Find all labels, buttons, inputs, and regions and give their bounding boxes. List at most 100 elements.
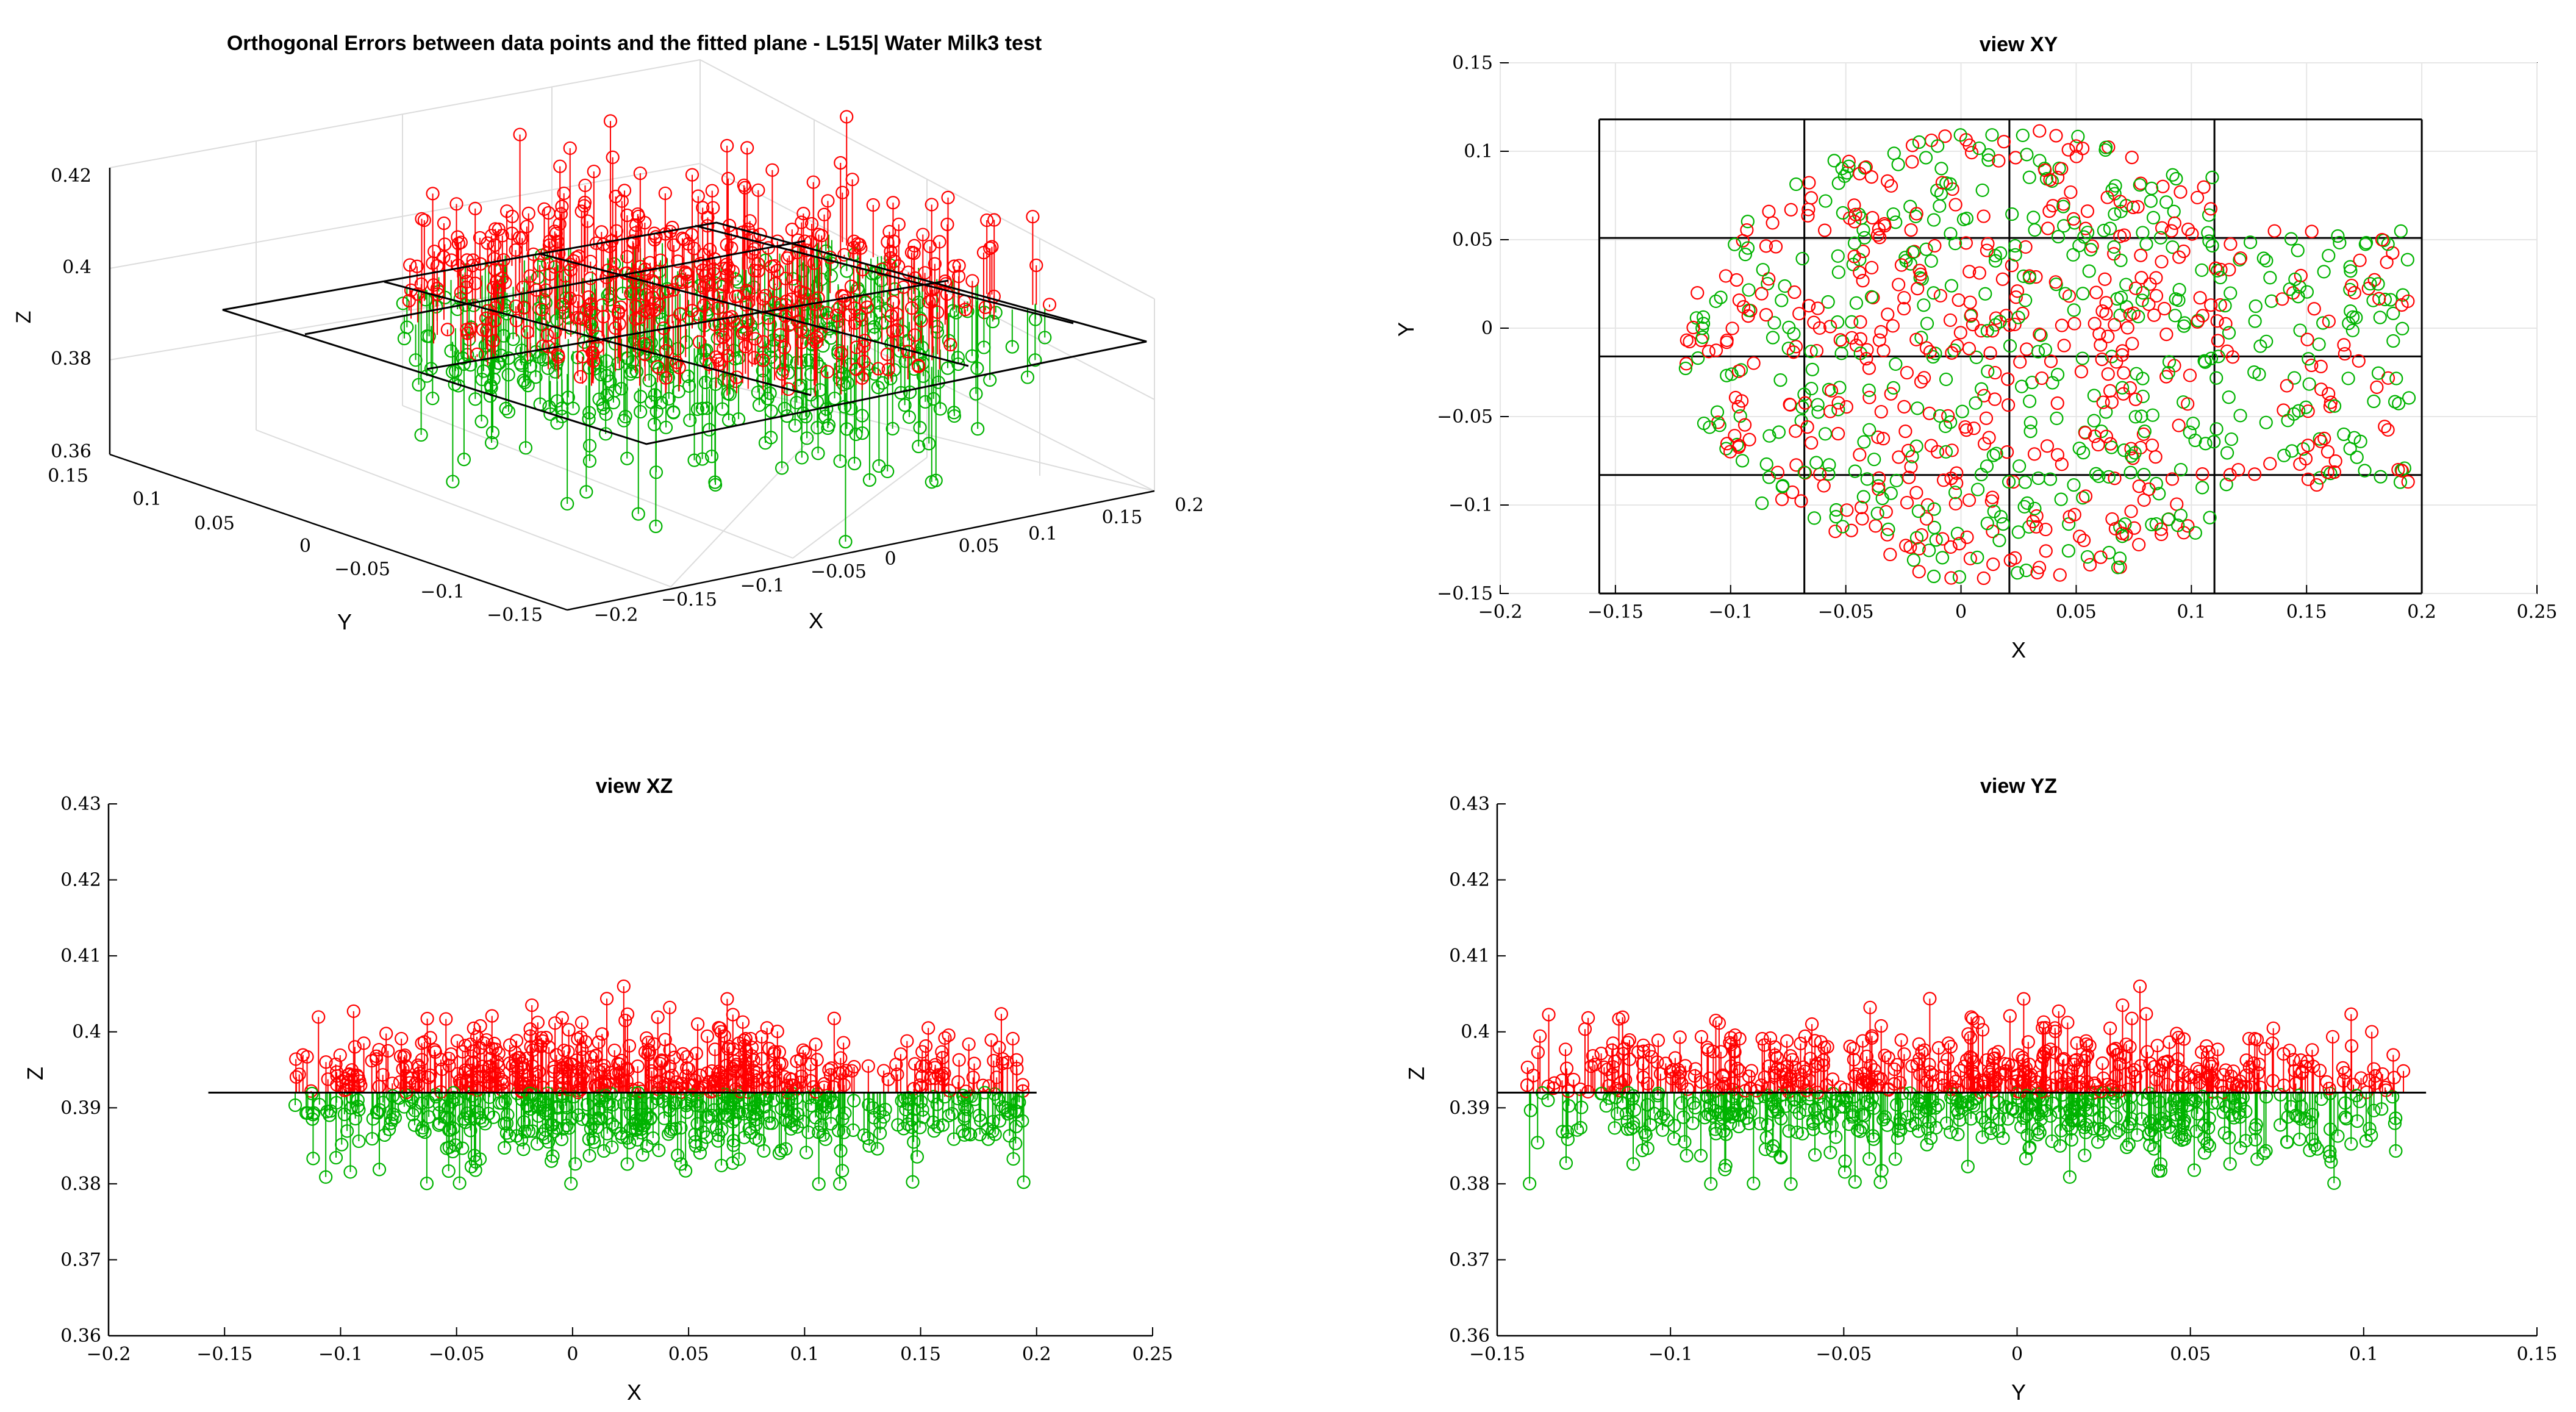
x-tick: −0.05 <box>810 561 867 582</box>
xy-point <box>2225 433 2238 445</box>
xy-point <box>2104 385 2116 397</box>
y-tick-label: 0.38 <box>60 1174 101 1195</box>
xy-point <box>1767 217 1779 229</box>
xy-point <box>2017 129 2029 142</box>
xy-point <box>2269 225 2281 237</box>
xy-point <box>1945 572 1957 584</box>
xy-point <box>1979 288 1991 300</box>
x-tick-label: −0.1 <box>1708 601 1753 623</box>
xy-point <box>1888 147 1900 159</box>
xy-point <box>1950 498 1962 510</box>
z-axis-label: Z <box>12 311 35 324</box>
y-tick: 0.1 <box>132 489 162 510</box>
z-tick: 0.36 <box>51 441 91 462</box>
x-tick-label: 0.1 <box>790 1344 819 1365</box>
z-tick: 0.4 <box>62 257 91 278</box>
xy-point <box>2130 393 2142 406</box>
xy-point <box>2146 439 2158 451</box>
xy-point <box>2058 339 2070 351</box>
xy-point <box>2394 476 2406 488</box>
xy-point <box>2125 505 2138 517</box>
xy-point <box>1949 486 1961 498</box>
xy-point <box>2040 545 2052 557</box>
xy-point <box>2374 311 2386 323</box>
xy-point <box>2264 457 2276 470</box>
xy-point <box>2068 304 2080 316</box>
xy-point <box>1917 299 1930 311</box>
xy-point <box>1936 551 1948 564</box>
x-tick: −0.2 <box>594 604 639 626</box>
xy-point <box>2109 180 2122 192</box>
xy-point <box>2210 372 2222 384</box>
xy-point <box>2202 227 2214 239</box>
xy-point <box>2322 249 2334 262</box>
xy-point <box>1806 364 1819 376</box>
xy-point <box>1915 376 1927 388</box>
xy-point <box>2081 205 2094 217</box>
x-axis-label: X <box>809 608 823 633</box>
xy-point <box>2056 320 2068 332</box>
xy-point <box>2223 391 2235 403</box>
xy-point <box>1881 308 1894 320</box>
xy-point <box>1972 484 1984 496</box>
panel-3d: Orthogonal Errors between data points an… <box>12 32 1204 634</box>
xy-point <box>1748 357 1760 369</box>
xy-point <box>1744 434 1756 446</box>
xy-point <box>1736 454 1748 467</box>
xy-point <box>1987 558 1999 570</box>
xy-point <box>2094 339 2106 351</box>
x-tick-label: −0.2 <box>87 1344 131 1365</box>
xy-point <box>2033 125 2045 137</box>
xy-point <box>1901 367 1913 379</box>
chart-title-xy: view XY <box>1980 33 2058 56</box>
xy-point <box>2318 265 2330 278</box>
xy-point <box>1918 371 1930 384</box>
xy-point <box>1913 565 1925 578</box>
x-tick-label: 0.2 <box>2407 601 2436 623</box>
xy-point <box>1981 460 1993 472</box>
x-tick: −0.15 <box>661 589 717 611</box>
xy-point <box>2108 318 2120 331</box>
xy-point <box>2249 315 2261 328</box>
y-tick: 0.15 <box>48 465 88 487</box>
xy-point <box>1920 342 1933 354</box>
xy-point <box>1856 513 1869 525</box>
xy-point <box>1756 288 1768 300</box>
y-tick-label: 0.05 <box>1452 229 1493 251</box>
x-tick-label: 0.2 <box>1022 1344 1051 1365</box>
xy-point <box>1796 401 1808 414</box>
xy-point <box>2395 225 2407 237</box>
xy-point <box>2303 378 2316 390</box>
xy-point <box>2315 360 2327 373</box>
xy-point <box>1823 459 1835 471</box>
xy-point <box>2308 303 2320 315</box>
xy-point <box>2194 292 2206 304</box>
xy-point <box>2023 171 2036 184</box>
xy-point <box>1928 214 1940 226</box>
xy-point <box>2302 334 2314 346</box>
xy-point <box>1884 548 1896 561</box>
xy-point <box>1866 262 1878 274</box>
xy-point <box>2211 315 2224 327</box>
xy-point <box>1775 295 1787 307</box>
yz-stem-points <box>1497 980 2426 1190</box>
xy-point <box>2145 195 2157 207</box>
xy-point <box>2039 343 2052 356</box>
xy-point <box>2322 388 2334 400</box>
xy-point <box>1920 152 1932 164</box>
xy-point <box>2009 552 2021 564</box>
xy-point <box>1873 472 1885 484</box>
xy-point <box>2381 256 2393 268</box>
xy-point <box>2390 373 2402 385</box>
xy-point <box>1743 284 1755 296</box>
xz-axes <box>109 804 1153 1336</box>
xy-point <box>2083 265 2095 277</box>
xy-point <box>1997 273 2009 285</box>
xy-point <box>2351 451 2363 464</box>
xy-point <box>1858 436 1870 448</box>
xy-point <box>2206 171 2218 184</box>
xy-point <box>2378 420 2391 432</box>
xy-point <box>1993 534 2005 547</box>
x-tick-label: 0.15 <box>2286 601 2327 623</box>
